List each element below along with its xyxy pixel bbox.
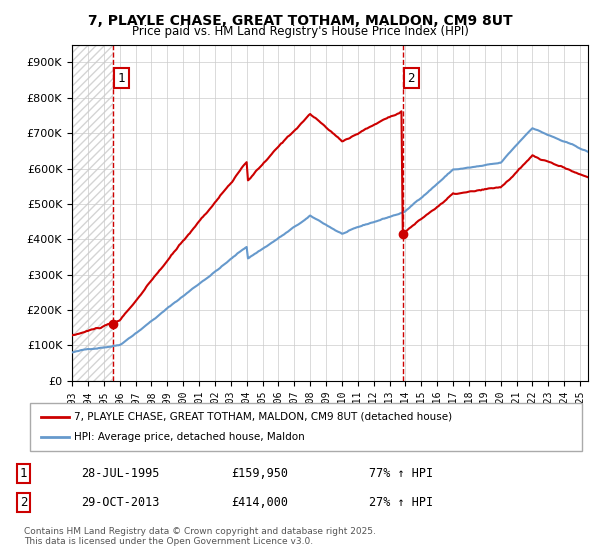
Bar — [113, 45, 403, 381]
FancyBboxPatch shape — [30, 403, 582, 451]
Text: £159,950: £159,950 — [231, 466, 288, 480]
Bar — [403, 45, 588, 381]
Text: 77% ↑ HPI: 77% ↑ HPI — [369, 466, 433, 480]
Bar — [72, 45, 113, 381]
Text: 27% ↑ HPI: 27% ↑ HPI — [369, 496, 433, 509]
Text: 7, PLAYLE CHASE, GREAT TOTHAM, MALDON, CM9 8UT: 7, PLAYLE CHASE, GREAT TOTHAM, MALDON, C… — [88, 14, 512, 28]
Text: Price paid vs. HM Land Registry's House Price Index (HPI): Price paid vs. HM Land Registry's House … — [131, 25, 469, 38]
Text: 2: 2 — [407, 72, 415, 85]
Text: HPI: Average price, detached house, Maldon: HPI: Average price, detached house, Mald… — [74, 432, 305, 442]
Text: 28-JUL-1995: 28-JUL-1995 — [81, 466, 160, 480]
Text: £414,000: £414,000 — [231, 496, 288, 509]
Text: 29-OCT-2013: 29-OCT-2013 — [81, 496, 160, 509]
Bar — [72, 45, 113, 381]
Text: 2: 2 — [20, 496, 27, 509]
Text: Contains HM Land Registry data © Crown copyright and database right 2025.
This d: Contains HM Land Registry data © Crown c… — [24, 526, 376, 546]
Text: 7, PLAYLE CHASE, GREAT TOTHAM, MALDON, CM9 8UT (detached house): 7, PLAYLE CHASE, GREAT TOTHAM, MALDON, C… — [74, 412, 452, 422]
Text: 1: 1 — [118, 72, 125, 85]
Text: 1: 1 — [20, 466, 27, 480]
